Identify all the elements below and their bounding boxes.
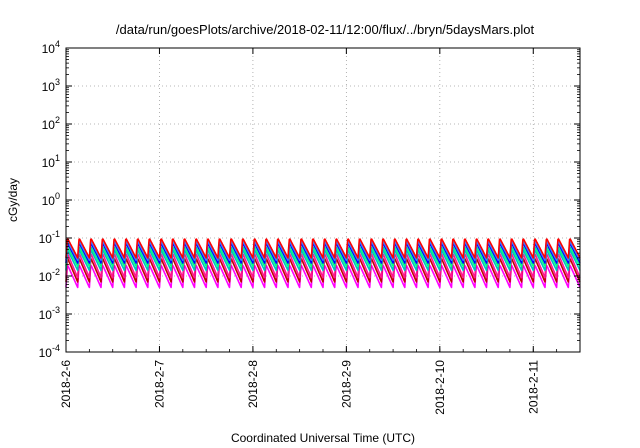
series-line-7	[65, 240, 581, 261]
y-tick-label: 103	[42, 77, 60, 94]
axes: 10-4 10-3 10-2 10-1 100 101 102 103 104 2018-2-6 2…	[39, 39, 581, 415]
x-tick-label: 2018-2-6	[59, 360, 73, 408]
series-line-8	[65, 238, 581, 259]
series-line-1	[65, 265, 581, 289]
y-tick-label: 10-4	[39, 343, 60, 360]
series-line-3	[65, 253, 581, 279]
series-line-6	[65, 243, 581, 264]
y-tick-label: 102	[42, 115, 60, 132]
y-tick-label: 104	[42, 39, 60, 56]
x-axis-label: Coordinated Universal Time (UTC)	[231, 431, 415, 445]
y-tick-label: 101	[42, 153, 60, 170]
x-tick-label: 2018-2-8	[246, 360, 260, 408]
y-tick-label: 10-2	[39, 267, 60, 284]
grid-lines	[66, 48, 580, 352]
x-tick-label: 2018-2-7	[152, 360, 166, 408]
x-tick-label: 2018-2-11	[526, 360, 540, 414]
series-lines	[65, 238, 581, 289]
chart-title: /data/run/goesPlots/archive/2018-02-11/1…	[116, 22, 535, 37]
series-line-4	[65, 249, 581, 272]
y-tick-label: 100	[42, 191, 60, 208]
series-line-5	[65, 246, 581, 268]
y-axis-label: cGy/day	[6, 178, 20, 222]
y-tick-label: 10-1	[39, 229, 60, 246]
x-tick-label: 2018-2-10	[433, 360, 447, 415]
y-tick-label: 10-3	[39, 305, 60, 322]
series-line-2	[65, 258, 581, 283]
x-tick-label: 2018-2-9	[339, 360, 353, 408]
